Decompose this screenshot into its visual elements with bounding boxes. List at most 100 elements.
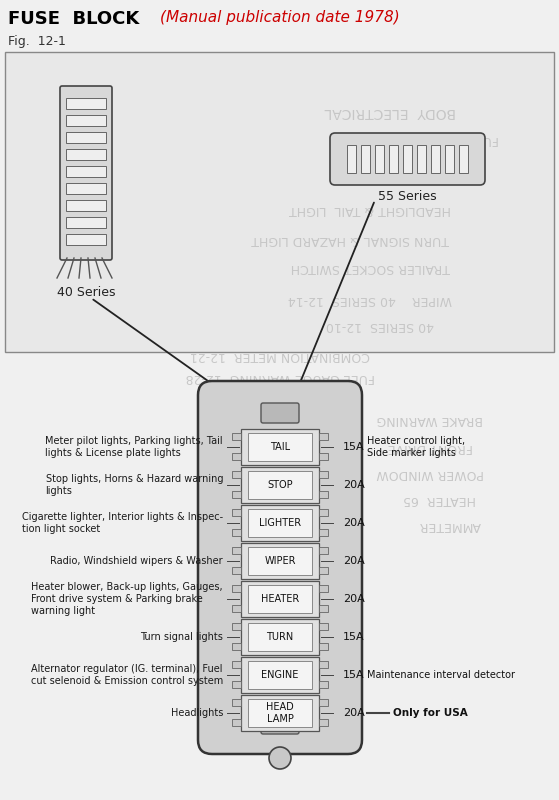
Bar bbox=[66, 149, 106, 160]
Bar bbox=[232, 547, 241, 554]
Bar bbox=[248, 585, 312, 613]
Text: TURN: TURN bbox=[267, 632, 293, 642]
Bar bbox=[361, 145, 370, 173]
Text: TRAILER SOCKET SWITCH: TRAILER SOCKET SWITCH bbox=[290, 262, 449, 274]
Text: 20A: 20A bbox=[343, 594, 365, 604]
Bar bbox=[232, 605, 241, 612]
Text: Stop lights, Horns & Hazard warning
lights: Stop lights, Horns & Hazard warning ligh… bbox=[45, 474, 223, 496]
Text: Maintenance interval detector: Maintenance interval detector bbox=[367, 670, 515, 680]
Bar bbox=[232, 643, 241, 650]
Text: 15A: 15A bbox=[343, 632, 364, 642]
Bar bbox=[241, 505, 319, 541]
Text: Turn signal lights: Turn signal lights bbox=[140, 632, 223, 642]
Text: BODY  ELECTRICAL: BODY ELECTRICAL bbox=[324, 105, 456, 119]
Text: 20A: 20A bbox=[343, 708, 365, 718]
Bar bbox=[459, 145, 468, 173]
Bar bbox=[248, 699, 312, 727]
Bar bbox=[66, 217, 106, 228]
Text: AMMETER: AMMETER bbox=[419, 519, 481, 533]
Bar bbox=[232, 699, 241, 706]
Bar bbox=[248, 661, 312, 689]
Bar bbox=[232, 661, 241, 668]
Bar bbox=[232, 471, 241, 478]
Bar bbox=[248, 433, 312, 461]
Text: 20A: 20A bbox=[343, 480, 365, 490]
Bar bbox=[232, 529, 241, 536]
Bar bbox=[417, 145, 426, 173]
Bar bbox=[232, 585, 241, 592]
Text: Meter pilot lights, Parking lights, Tail
lights & License plate lights: Meter pilot lights, Parking lights, Tail… bbox=[45, 436, 223, 458]
Bar bbox=[241, 429, 319, 465]
Text: 15A: 15A bbox=[343, 670, 364, 680]
Text: FUSE  BLOCK: FUSE BLOCK bbox=[8, 10, 139, 28]
Bar bbox=[66, 200, 106, 211]
Bar bbox=[319, 529, 328, 536]
Text: 55 Series: 55 Series bbox=[378, 190, 437, 203]
Text: FUEL GAUGE WARNING  12-28: FUEL GAUGE WARNING 12-28 bbox=[186, 371, 375, 385]
Bar bbox=[248, 623, 312, 651]
FancyBboxPatch shape bbox=[330, 133, 485, 185]
Bar bbox=[5, 52, 554, 352]
Bar bbox=[66, 115, 106, 126]
Bar bbox=[319, 567, 328, 574]
Bar bbox=[66, 166, 106, 177]
Text: HEATER  65: HEATER 65 bbox=[404, 494, 476, 506]
Text: BRAKE WARNING: BRAKE WARNING bbox=[377, 414, 483, 426]
Bar bbox=[319, 719, 328, 726]
Bar bbox=[319, 433, 328, 440]
Bar bbox=[232, 433, 241, 440]
Text: STOP: STOP bbox=[267, 480, 293, 490]
FancyBboxPatch shape bbox=[261, 403, 299, 423]
Text: 40 Series: 40 Series bbox=[57, 286, 115, 299]
FancyBboxPatch shape bbox=[198, 381, 362, 754]
Bar bbox=[319, 547, 328, 554]
Bar bbox=[431, 145, 440, 173]
Text: COMBINATION METER  12-21: COMBINATION METER 12-21 bbox=[190, 349, 370, 362]
Text: Heater control light,
Side marker lights: Heater control light, Side marker lights bbox=[367, 436, 465, 458]
Bar bbox=[445, 145, 454, 173]
Bar bbox=[375, 145, 384, 173]
Text: FUSE BLOCK: FUSE BLOCK bbox=[421, 134, 499, 146]
Text: Cigarette lighter, Interior lights & Inspec-
tion light socket: Cigarette lighter, Interior lights & Ins… bbox=[22, 512, 223, 534]
Bar bbox=[232, 719, 241, 726]
Bar bbox=[232, 453, 241, 460]
Text: 20A: 20A bbox=[343, 518, 365, 528]
Bar bbox=[241, 657, 319, 693]
Bar bbox=[319, 453, 328, 460]
Bar bbox=[319, 491, 328, 498]
Bar bbox=[319, 585, 328, 592]
FancyBboxPatch shape bbox=[60, 86, 112, 260]
Text: 20A: 20A bbox=[343, 556, 365, 566]
Bar bbox=[319, 643, 328, 650]
Bar bbox=[241, 695, 319, 731]
Bar bbox=[232, 509, 241, 516]
Bar bbox=[248, 471, 312, 499]
Text: 15A: 15A bbox=[343, 442, 364, 452]
Text: Alternator regulator (IG. terminal), Fuel
cut selenoid & Emission control system: Alternator regulator (IG. terminal), Fue… bbox=[31, 664, 223, 686]
Bar bbox=[403, 145, 412, 173]
Bar bbox=[319, 681, 328, 688]
Bar bbox=[241, 619, 319, 655]
Text: Radio, Windshield wipers & Washer: Radio, Windshield wipers & Washer bbox=[50, 556, 223, 566]
Text: (Manual publication date 1978): (Manual publication date 1978) bbox=[160, 10, 400, 25]
Text: TAIL: TAIL bbox=[270, 442, 290, 452]
Bar bbox=[389, 145, 398, 173]
Bar bbox=[232, 681, 241, 688]
Bar bbox=[248, 547, 312, 575]
Text: 40 SERIES  12-10: 40 SERIES 12-10 bbox=[326, 318, 434, 331]
Text: HEADLIGHT & TAIL  LIGHT: HEADLIGHT & TAIL LIGHT bbox=[289, 203, 451, 217]
Text: HEATER: HEATER bbox=[261, 594, 299, 604]
Text: Headlights: Headlights bbox=[170, 708, 223, 718]
Bar bbox=[319, 471, 328, 478]
Bar bbox=[347, 145, 356, 173]
Bar bbox=[241, 581, 319, 617]
Bar bbox=[232, 623, 241, 630]
Text: Heater blower, Back-up lights, Gauges,
Front drive system & Parking brake
warnin: Heater blower, Back-up lights, Gauges, F… bbox=[31, 582, 223, 616]
Text: TURN SIGNAL & HAZARD LIGHT: TURN SIGNAL & HAZARD LIGHT bbox=[251, 234, 449, 246]
Bar bbox=[319, 661, 328, 668]
Text: POWER WINDOW: POWER WINDOW bbox=[376, 467, 484, 481]
Text: HEAD
LAMP: HEAD LAMP bbox=[266, 702, 294, 724]
Bar bbox=[248, 509, 312, 537]
Bar bbox=[66, 98, 106, 109]
Bar bbox=[319, 509, 328, 516]
